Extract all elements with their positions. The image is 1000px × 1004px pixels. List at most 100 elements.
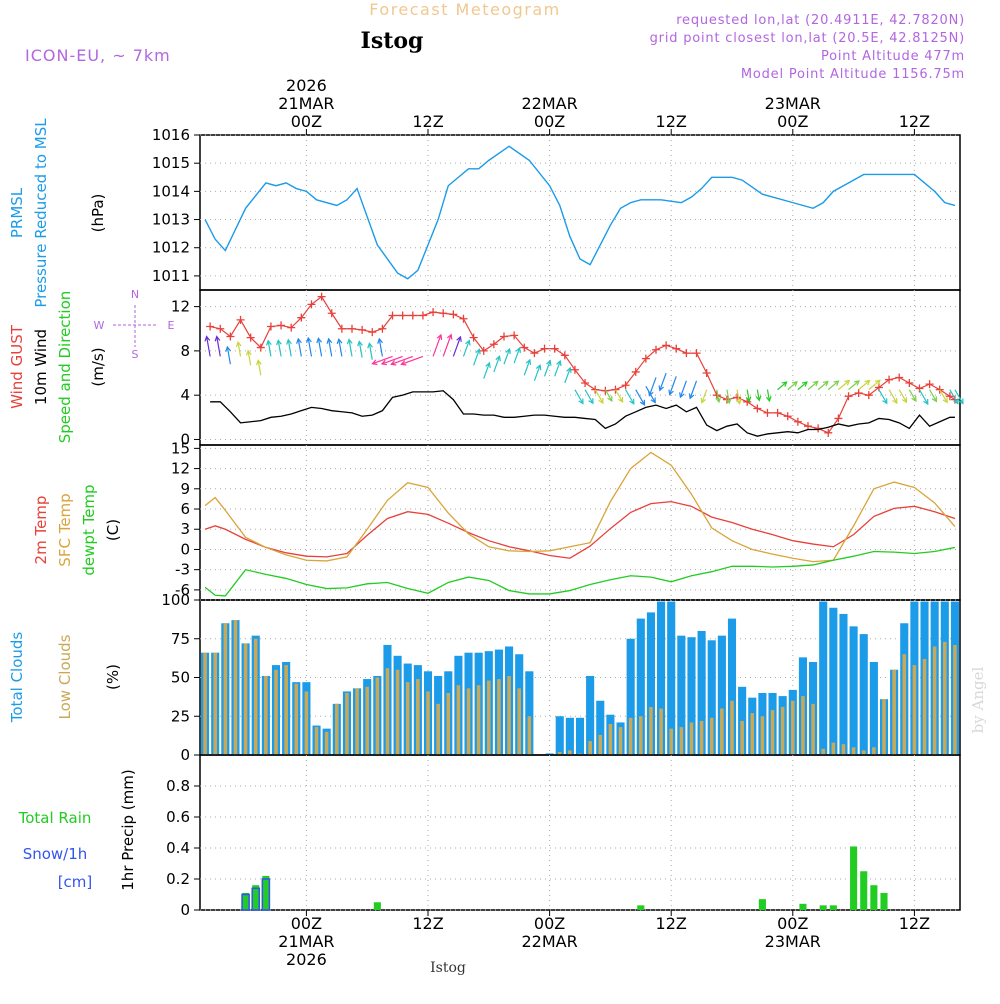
low-cloud-bar [922,658,927,755]
wind-arrow [554,360,561,377]
wind-arrow-head [367,342,373,349]
wind-arrow [513,347,521,364]
wind-arrow [888,389,898,404]
gust-marker [834,414,843,423]
wind-arrow-head [700,397,707,404]
gust-marker [935,385,944,394]
total-cloud-bar [575,717,585,755]
gust-marker [439,309,448,318]
wind-arrow [381,355,403,365]
total-cloud-bar [697,631,706,755]
low-cloud-bar [720,708,724,755]
wind-arrow-head [566,366,572,373]
panel-frame [199,289,961,446]
wind-arrow-head [617,396,624,404]
wind-arrow [317,338,323,357]
y-tick-label: 1011 [152,267,190,285]
bottom-tick-label: 00Z [777,914,808,933]
total-cloud-bar [677,635,686,755]
low-cloud-bar [902,654,907,755]
wind-arrow-head [822,380,829,387]
low-cloud-bar [932,646,937,755]
wind-arrow [401,355,424,365]
top-tick-label: 00Z [291,112,322,131]
bottom-tick-label: 12Z [412,914,443,933]
y-tick-label: 0 [180,430,190,448]
gust-marker [317,292,326,301]
wind-arrow [746,389,750,402]
gust-marker [783,412,792,421]
wind-arrow [483,362,490,379]
watermark: by Angel [969,666,987,733]
wind-arrow [954,389,964,404]
total-cloud-bar [636,618,645,755]
low-cloud-bar [213,652,217,755]
wind10m-label: 10m Wind [32,329,50,405]
dewpt-label: dewpt Temp [80,484,98,575]
wind-arrow [736,389,741,404]
wind-arrow-head [346,338,353,345]
wind-arrow-head [607,395,613,402]
wind-arrow-head [901,397,908,404]
gust-marker [672,344,681,353]
wind-arrow-head [316,337,322,344]
total-cloud-bar [667,601,676,755]
wind-arrow-head [923,399,929,406]
wind10m-line [210,390,955,437]
temp-line-2 [204,546,956,597]
direction-label: Speed and Direction [56,291,74,444]
wind-arrow-head [204,335,211,342]
total-cloud-bar [869,662,878,755]
wind-arrow-head [745,396,752,403]
wind-arrow [701,389,708,403]
top-tick-label: 00Z [534,112,565,131]
gust-marker [854,388,863,397]
y-tick-label: 0.2 [166,870,190,888]
wind-arrow-head [679,392,685,399]
low-cloud-bar [953,644,957,755]
y-tick-label: 4 [180,386,190,404]
panel-frame [199,134,961,291]
side-labels: PRMSL Pressure Reduced to MSL (hPa) Wind GU… [8,118,137,891]
wind-arrow [378,338,383,357]
total-cloud-bar [707,640,716,755]
wind-arrow [659,372,667,391]
low-cloud-bar [365,686,369,755]
low-cloud-bar [801,696,805,755]
low-cloud-bar [416,679,420,755]
wind-arrow [452,336,462,357]
wind-arrow-head [465,339,471,346]
total-cloud-bar [687,637,696,755]
wind-arrow [594,389,604,404]
low-cloud-bar [487,680,491,755]
compass-e: E [168,319,175,332]
wind-arrow-head [892,397,898,405]
wind-arrow-head [648,390,654,397]
gust-marker [631,367,640,376]
low-cloud-bar [517,688,521,755]
grid-point: grid point closest lon,lat (20.5E, 42.81… [650,31,965,46]
low-cloud-bar [578,753,582,755]
wind-arrow-head [953,398,959,405]
gust-marker [692,349,701,358]
precip-unit: 1hr Precip (mm) [119,769,137,890]
total-cloud-bar [626,638,635,755]
wind-arrow [908,389,917,402]
wind-arrow-head [958,398,964,405]
low-cloud-bar [446,693,451,755]
snow-unit-label: [cm] [58,873,93,891]
prmsl-line [204,145,956,280]
rain-bar [850,846,858,910]
wind-arrow [807,381,819,391]
clouds-unit: (%) [104,664,122,690]
gust-label: Wind GUST [8,324,26,409]
wind-arrow-head [456,335,462,342]
wind-arrow [328,338,333,357]
gust-marker [459,314,468,323]
y-tick-label: 0 [180,901,190,919]
snow-bar [251,887,261,911]
wind-arrow [777,381,788,391]
wind-arrow-head [214,335,221,342]
wind-arrow [868,379,881,391]
